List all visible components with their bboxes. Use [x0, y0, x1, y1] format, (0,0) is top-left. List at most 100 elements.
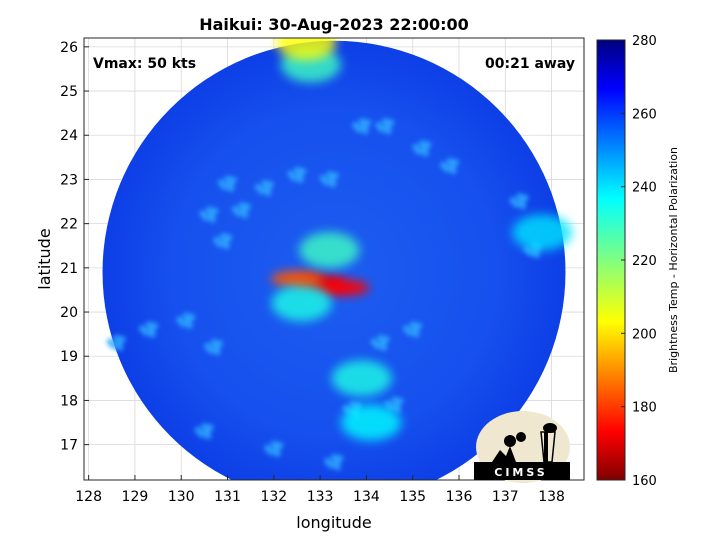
band-cell	[412, 143, 420, 151]
band-cell	[113, 334, 121, 342]
plot-frame	[83, 37, 585, 481]
band-cell	[418, 140, 426, 148]
band-cell	[370, 338, 378, 346]
band-cell	[324, 457, 332, 465]
band-cell	[331, 172, 339, 180]
band-cell	[231, 205, 239, 213]
logo-text: CIMSS	[494, 466, 547, 479]
band-cell	[382, 335, 390, 343]
band-cell	[217, 179, 225, 187]
feature-mark-eyewall	[317, 279, 370, 296]
band-cell	[203, 342, 211, 350]
band-cell	[211, 207, 219, 215]
band-cell	[452, 158, 460, 166]
band-cell	[384, 127, 392, 135]
x-tick-label: 137	[492, 489, 519, 505]
band-cell	[377, 334, 385, 342]
x-tick-label: 135	[399, 489, 426, 505]
band-cell	[375, 121, 383, 129]
band-cell	[449, 167, 457, 175]
band-cell	[330, 453, 338, 461]
colorbar-tick-label: 260	[632, 107, 657, 122]
band-cell	[326, 171, 334, 179]
colorbar-bar	[596, 39, 626, 481]
band-cell	[276, 441, 284, 449]
band-cell	[204, 432, 212, 440]
band-cell	[293, 166, 301, 174]
y-tick-label: 21	[60, 261, 78, 277]
cimss-logo: CIMSS	[474, 411, 570, 483]
colorbar-ticks: 160 180 200 220 240 260 280	[621, 34, 657, 489]
feature-mark-east-cells	[512, 214, 573, 251]
y-tick-label: 22	[60, 217, 78, 233]
band-cell	[213, 236, 221, 244]
band-cell	[287, 170, 295, 178]
band-cell	[266, 180, 274, 188]
band-cell	[151, 322, 159, 330]
band-cell	[199, 210, 207, 218]
x-tick-label: 128	[75, 489, 102, 505]
band-cell	[106, 338, 114, 346]
y-tick-label: 23	[60, 172, 78, 188]
band-cell	[264, 444, 272, 452]
band-cell	[222, 242, 230, 250]
x-tick-label: 134	[353, 489, 380, 505]
band-cell	[210, 338, 218, 346]
feature-mark-north-band	[276, 38, 337, 61]
band-cell	[349, 400, 357, 408]
colorbar-tick-label: 280	[632, 34, 657, 49]
x-axis-label: longitude	[296, 513, 371, 532]
band-cell	[364, 119, 372, 127]
band-cell	[329, 180, 337, 188]
y-axis-ticks: 17 18 19 20 21 22 23 24 25 26	[60, 40, 89, 454]
band-cell	[439, 161, 447, 169]
band-cell	[361, 127, 369, 135]
band-cell	[516, 193, 524, 201]
band-cell	[201, 422, 209, 430]
band-cell	[208, 215, 216, 223]
band-cell	[261, 179, 269, 187]
band-cell	[381, 117, 389, 125]
band-cell	[145, 321, 153, 329]
band-cell	[402, 325, 410, 333]
band-cell	[116, 344, 124, 352]
colorbar-tick-label: 160	[632, 474, 657, 489]
y-tick-label: 17	[60, 438, 78, 454]
band-cell	[415, 322, 423, 330]
band-cell	[384, 400, 392, 408]
plot-area: 128 129 130 131 132 133 134 135 136 137 138 17 18 19…	[60, 37, 585, 505]
colorbar: 160 180 200 220 240 260 280 Brightness Temp - …	[596, 34, 680, 489]
band-cell	[336, 455, 344, 463]
y-tick-label: 25	[60, 84, 78, 100]
band-cell	[273, 450, 281, 458]
band-cell	[358, 117, 366, 125]
x-tick-label: 131	[214, 489, 241, 505]
band-cell	[299, 167, 307, 175]
band-cell	[229, 176, 237, 184]
feature-layer	[270, 38, 573, 441]
band-cell	[409, 321, 417, 329]
x-tick-label: 133	[307, 489, 334, 505]
x-tick-label: 129	[122, 489, 149, 505]
band-cell	[533, 251, 541, 259]
x-tick-label: 132	[260, 489, 287, 505]
band-cell	[225, 234, 233, 242]
x-tick-label: 136	[446, 489, 473, 505]
band-cell	[224, 175, 232, 183]
colorbar-tick-label: 180	[632, 401, 657, 416]
y-tick-label: 24	[60, 128, 78, 144]
band-cell	[219, 232, 227, 240]
band-cell	[333, 463, 341, 471]
feature-mark-inner-band	[271, 285, 332, 322]
band-cell	[213, 348, 221, 356]
band-cell	[342, 404, 350, 412]
vmax-annotation: Vmax: 50 kts	[93, 56, 196, 72]
band-cell	[264, 189, 272, 197]
band-cell	[243, 203, 251, 211]
colorbar-tick-label: 220	[632, 254, 657, 269]
band-cell	[194, 426, 202, 434]
band-cell	[387, 119, 395, 127]
band-cell	[238, 201, 246, 209]
time-away-annotation: 00:21 away	[485, 56, 575, 72]
